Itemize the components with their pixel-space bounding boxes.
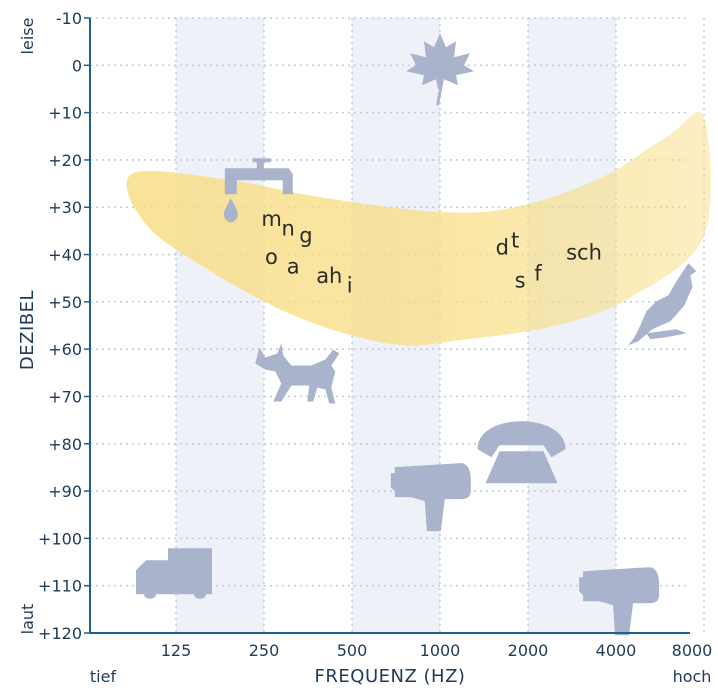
x-tick-label: 1000 [420, 641, 461, 660]
leaf-icon [406, 33, 474, 106]
y-axis-title: DEZIBEL [17, 290, 38, 370]
sound-icons [136, 33, 697, 636]
x-tick-label: 125 [161, 641, 192, 660]
speech-sound-label: m [261, 207, 281, 231]
speech-sound-label: i [347, 273, 353, 297]
speech-sound-label: s [515, 269, 526, 293]
dog-icon [255, 343, 340, 404]
hair-dryer-icon [390, 463, 471, 532]
x-tick-label: 8000 [672, 641, 713, 660]
x-tick-label: 500 [337, 641, 368, 660]
y-tick-label: -10 [56, 9, 82, 28]
frequency-band [176, 18, 264, 633]
speech-sound-label: f [534, 262, 542, 286]
speech-banana [126, 111, 712, 346]
y-tick-label: +90 [48, 482, 82, 501]
y-tick-label: +40 [48, 246, 82, 265]
speech-sound-label: a [287, 255, 300, 279]
y-tick-label: 0 [72, 56, 82, 75]
y-tick-label: +70 [48, 387, 82, 406]
bird-icon [628, 263, 697, 346]
speech-sound-label: ah [316, 264, 342, 288]
speech-sound-label: d [496, 236, 509, 260]
y-tick-label: +20 [48, 151, 82, 170]
x-low-label: tief [90, 667, 117, 686]
y-tick-label: +60 [48, 340, 82, 359]
speech-sound-label: t [511, 228, 519, 252]
truck-icon [136, 548, 212, 599]
y-tick-label: +50 [48, 293, 82, 312]
x-high-label: hoch [673, 667, 712, 686]
y-tick-label: +80 [48, 435, 82, 454]
speech-sound-label: o [265, 245, 278, 269]
x-tick-label: 4000 [596, 641, 637, 660]
x-tick-label: 250 [249, 641, 280, 660]
y-tick-label: +120 [38, 624, 82, 643]
y-tick-label: +100 [38, 529, 82, 548]
speech-sound-label: g [299, 224, 312, 248]
y-bottom-label: laut [18, 604, 37, 635]
telephone-icon [477, 421, 566, 484]
y-tick-label: +110 [38, 577, 82, 596]
hair-dryer-icon [579, 567, 660, 636]
y-tick-label: +10 [48, 104, 82, 123]
x-tick-label: 2000 [508, 641, 549, 660]
y-top-label: leise [18, 18, 37, 55]
speech-sound-label: n [282, 217, 295, 241]
y-tick-label: +30 [48, 198, 82, 217]
y-tick-labels: -10 0 +10 +20 +30 +40 +50 +60 +70 +80 +90 +100 +110 +… [38, 9, 90, 643]
speech-sound-label: sch [566, 240, 602, 264]
x-tick-labels: 125 250 500 1000 2000 4000 8000 [161, 641, 713, 660]
speech-banana-layer [126, 111, 712, 346]
faucet-icon [223, 158, 293, 223]
x-axis-title: FREQUENZ (HZ) [315, 666, 466, 687]
